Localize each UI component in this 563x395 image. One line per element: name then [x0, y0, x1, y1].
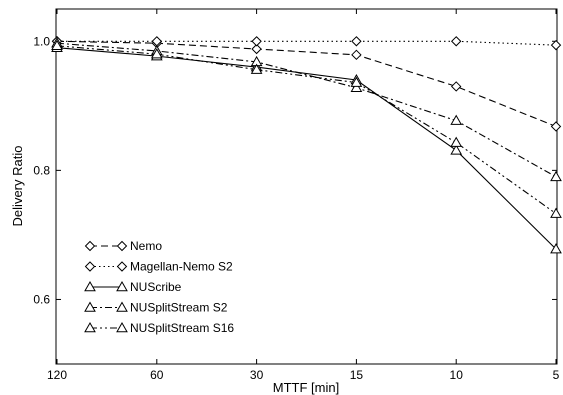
data-point: [450, 144, 463, 155]
legend-marker: [84, 240, 96, 252]
axis-ticks: 120 60 30 15 10 5 0.6 0.8 1.0: [33, 9, 560, 382]
data-point: [450, 81, 462, 92]
data-point: [251, 43, 262, 55]
legend-marker: [116, 321, 128, 333]
legend-marker: [84, 321, 96, 333]
data-point: [550, 243, 562, 254]
legend-marker: [116, 301, 128, 312]
data-point: [550, 207, 562, 218]
data-point: [350, 81, 363, 92]
x-tick-label: 60: [150, 368, 164, 382]
data-point: [450, 114, 463, 125]
x-tick-label: 5: [553, 368, 560, 382]
data-point: [550, 121, 562, 132]
legend-item: NUSplitStream S16: [84, 321, 234, 335]
y-tick-label: 1.0: [33, 34, 50, 48]
data-point: [550, 39, 562, 51]
data-point: [51, 39, 63, 51]
series-line: [56, 47, 557, 250]
legend-item: NUScribe: [84, 280, 182, 294]
x-tick-label: 30: [250, 368, 264, 382]
legend-item: Nemo: [84, 239, 162, 253]
legend-item: Magellan-Nemo S2: [84, 260, 233, 274]
data-point: [251, 36, 262, 47]
data-point: [350, 76, 363, 87]
series-layer: [51, 36, 562, 254]
data-point: [450, 136, 463, 147]
data-point: [150, 48, 163, 59]
legend-marker: [116, 261, 128, 272]
legend-label: NUScribe: [130, 280, 182, 294]
legend-item: NUSplitStream S2: [84, 301, 228, 315]
series-line: [56, 45, 557, 215]
x-tick-label: 120: [47, 368, 67, 382]
data-point: [450, 36, 462, 47]
legend-marker: [84, 301, 96, 312]
data-point: [351, 36, 362, 47]
legend-marker: [116, 280, 128, 292]
series-line: [56, 40, 557, 127]
y-axis-label: Delivery Ratio: [10, 146, 25, 227]
legend-marker: [116, 240, 128, 252]
y-tick-label: 0.8: [33, 163, 50, 177]
legend-label: NUSplitStream S2: [130, 301, 228, 315]
data-point: [550, 170, 562, 182]
x-axis-label: MTTF [min]: [273, 380, 339, 395]
x-tick-label: 15: [350, 368, 364, 382]
y-tick-label: 0.6: [33, 292, 50, 306]
legend-label: NUSplitStream S16: [130, 321, 234, 335]
legend-label: Nemo: [130, 239, 162, 253]
legend-label: Magellan-Nemo S2: [130, 260, 233, 274]
legend: Nemo Magellan-Nemo S2 NUScribe NUSplitStrea…: [84, 239, 234, 335]
x-tick-label: 10: [450, 368, 464, 382]
data-point: [250, 63, 263, 74]
plot-area: [55, 8, 558, 365]
legend-marker: [84, 280, 96, 292]
data-point: [351, 49, 362, 61]
series-nusplitstream-s16: [51, 39, 562, 218]
legend-marker: [84, 261, 96, 272]
